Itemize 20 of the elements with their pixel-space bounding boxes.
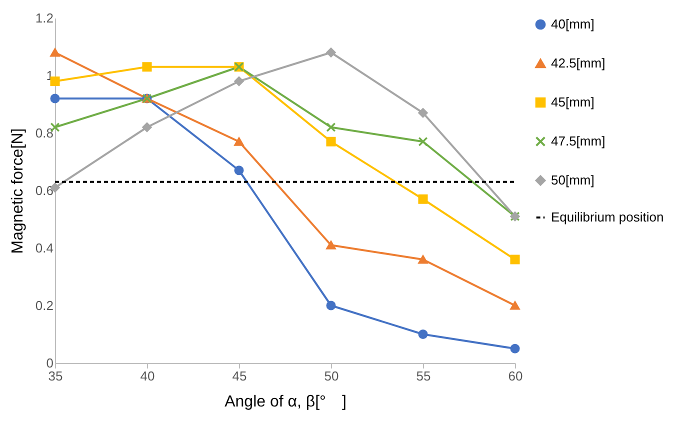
x-axis-title: Angle of α, β[° ] bbox=[224, 394, 346, 410]
x-tick-label: 55 bbox=[416, 368, 431, 384]
x-tick-label: 50 bbox=[324, 368, 339, 384]
y-tick-label: 0.8 bbox=[35, 126, 54, 140]
x-tick-label: 45 bbox=[232, 368, 247, 384]
y-tick-label: 0.2 bbox=[35, 298, 54, 313]
legend-label: Equilibrium position bbox=[551, 210, 664, 224]
legend-label: 47.5[mm] bbox=[551, 134, 606, 148]
x-tick-label: 40 bbox=[140, 368, 155, 384]
legend-label: 50[mm] bbox=[551, 172, 594, 188]
legend-label: 42.5[mm] bbox=[551, 56, 606, 70]
y-tick-label: 1.2 bbox=[35, 10, 54, 26]
y-tick-label: 0 bbox=[46, 356, 54, 370]
legend-label: 40[mm] bbox=[551, 16, 594, 32]
legend-label: 45[mm] bbox=[551, 94, 594, 110]
y-axis-title: Magnetic force[N] bbox=[9, 128, 26, 254]
y-tick-label: 0.6 bbox=[35, 183, 54, 198]
y-tick-label: 0.4 bbox=[35, 240, 54, 256]
x-tick-label: 35 bbox=[48, 368, 63, 384]
x-tick-label: 60 bbox=[508, 368, 523, 384]
